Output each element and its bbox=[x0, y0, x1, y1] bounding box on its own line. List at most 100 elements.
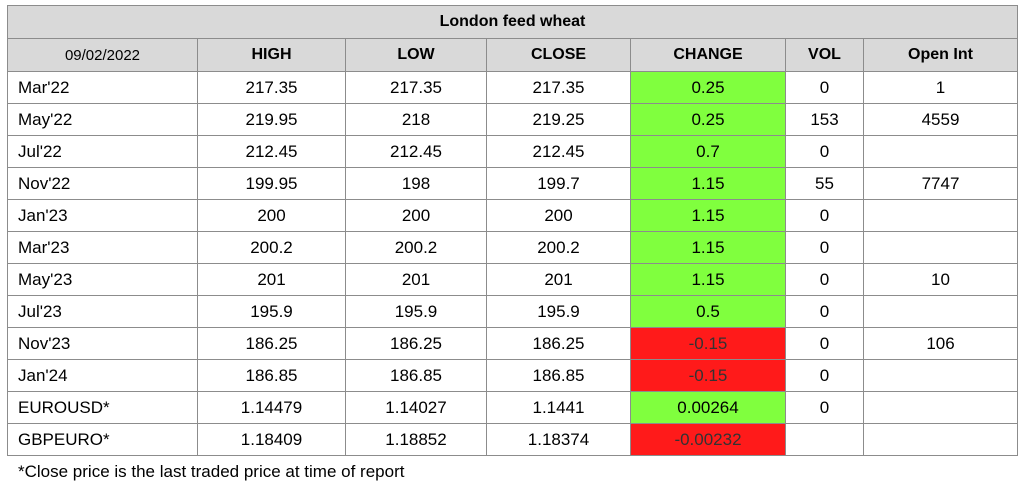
high-cell: 195.9 bbox=[197, 295, 346, 328]
vol-cell: 0 bbox=[785, 135, 864, 168]
high-cell: 1.18409 bbox=[197, 423, 346, 456]
footnote: *Close price is the last traded price at… bbox=[18, 462, 405, 481]
close-cell: 201 bbox=[486, 263, 631, 296]
header-low: LOW bbox=[345, 38, 487, 72]
open-int-cell: 4559 bbox=[863, 103, 1018, 136]
change-cell: -0.15 bbox=[630, 327, 786, 360]
open-int-cell bbox=[863, 295, 1018, 328]
header-row: 09/02/2022 HIGH LOW CLOSE CHANGE VOL Ope… bbox=[7, 38, 1018, 72]
open-int-cell bbox=[863, 199, 1018, 232]
high-cell: 200 bbox=[197, 199, 346, 232]
high-cell: 212.45 bbox=[197, 135, 346, 168]
close-cell: 200 bbox=[486, 199, 631, 232]
vol-cell: 0 bbox=[785, 231, 864, 264]
contract-cell: Nov'22 bbox=[7, 167, 198, 200]
change-cell: 1.15 bbox=[630, 167, 786, 200]
header-close: CLOSE bbox=[486, 38, 631, 72]
change-cell: 0.25 bbox=[630, 71, 786, 104]
vol-cell: 153 bbox=[785, 103, 864, 136]
contract-cell: GBPEURO* bbox=[7, 423, 198, 456]
report-date: 09/02/2022 bbox=[7, 38, 198, 72]
table-row: Jan'23 200 200 200 1.15 0 bbox=[7, 199, 1018, 232]
table-row: EUROUSD* 1.14479 1.14027 1.1441 0.00264 0 bbox=[7, 391, 1018, 424]
high-cell: 217.35 bbox=[197, 71, 346, 104]
high-cell: 219.95 bbox=[197, 103, 346, 136]
header-open-int: Open Int bbox=[863, 38, 1018, 72]
close-cell: 212.45 bbox=[486, 135, 631, 168]
vol-cell: 0 bbox=[785, 295, 864, 328]
open-int-cell bbox=[863, 423, 1018, 456]
low-cell: 212.45 bbox=[345, 135, 487, 168]
change-cell: -0.00232 bbox=[630, 423, 786, 456]
title-row: London feed wheat bbox=[7, 5, 1018, 39]
close-cell: 217.35 bbox=[486, 71, 631, 104]
table-row: May'23 201 201 201 1.15 0 10 bbox=[7, 263, 1018, 296]
open-int-cell: 1 bbox=[863, 71, 1018, 104]
change-cell: 0.25 bbox=[630, 103, 786, 136]
contract-cell: Jan'23 bbox=[7, 199, 198, 232]
contract-cell: EUROUSD* bbox=[7, 391, 198, 424]
table-row: Nov'22 199.95 198 199.7 1.15 55 7747 bbox=[7, 167, 1018, 200]
close-cell: 1.1441 bbox=[486, 391, 631, 424]
open-int-cell bbox=[863, 391, 1018, 424]
low-cell: 200.2 bbox=[345, 231, 487, 264]
vol-cell bbox=[785, 423, 864, 456]
contract-cell: Jan'24 bbox=[7, 359, 198, 392]
low-cell: 217.35 bbox=[345, 71, 487, 104]
vol-cell: 0 bbox=[785, 263, 864, 296]
open-int-cell: 7747 bbox=[863, 167, 1018, 200]
contract-cell: May'23 bbox=[7, 263, 198, 296]
table-row: Jul'22 212.45 212.45 212.45 0.7 0 bbox=[7, 135, 1018, 168]
open-int-cell: 10 bbox=[863, 263, 1018, 296]
low-cell: 1.14027 bbox=[345, 391, 487, 424]
close-cell: 186.85 bbox=[486, 359, 631, 392]
low-cell: 186.85 bbox=[345, 359, 487, 392]
close-cell: 199.7 bbox=[486, 167, 631, 200]
contract-cell: Nov'23 bbox=[7, 327, 198, 360]
table-row: Jan'24 186.85 186.85 186.85 -0.15 0 bbox=[7, 359, 1018, 392]
vol-cell: 0 bbox=[785, 71, 864, 104]
high-cell: 200.2 bbox=[197, 231, 346, 264]
low-cell: 201 bbox=[345, 263, 487, 296]
low-cell: 186.25 bbox=[345, 327, 487, 360]
low-cell: 198 bbox=[345, 167, 487, 200]
high-cell: 186.25 bbox=[197, 327, 346, 360]
header-vol: VOL bbox=[785, 38, 864, 72]
low-cell: 1.18852 bbox=[345, 423, 487, 456]
low-cell: 195.9 bbox=[345, 295, 487, 328]
close-cell: 1.18374 bbox=[486, 423, 631, 456]
change-cell: -0.15 bbox=[630, 359, 786, 392]
high-cell: 199.95 bbox=[197, 167, 346, 200]
table-row: Nov'23 186.25 186.25 186.25 -0.15 0 106 bbox=[7, 327, 1018, 360]
close-cell: 200.2 bbox=[486, 231, 631, 264]
close-cell: 219.25 bbox=[486, 103, 631, 136]
close-cell: 186.25 bbox=[486, 327, 631, 360]
contract-cell: Jul'23 bbox=[7, 295, 198, 328]
vol-cell: 55 bbox=[785, 167, 864, 200]
change-cell: 1.15 bbox=[630, 199, 786, 232]
low-cell: 218 bbox=[345, 103, 487, 136]
close-cell: 195.9 bbox=[486, 295, 631, 328]
header-high: HIGH bbox=[197, 38, 346, 72]
open-int-cell bbox=[863, 231, 1018, 264]
contract-cell: May'22 bbox=[7, 103, 198, 136]
table-title: London feed wheat bbox=[7, 5, 1018, 39]
vol-cell: 0 bbox=[785, 327, 864, 360]
vol-cell: 0 bbox=[785, 199, 864, 232]
contract-cell: Mar'22 bbox=[7, 71, 198, 104]
table-row: May'22 219.95 218 219.25 0.25 153 4559 bbox=[7, 103, 1018, 136]
high-cell: 186.85 bbox=[197, 359, 346, 392]
vol-cell: 0 bbox=[785, 359, 864, 392]
open-int-cell: 106 bbox=[863, 327, 1018, 360]
change-cell: 0.00264 bbox=[630, 391, 786, 424]
wheat-price-table-container: London feed wheat 09/02/2022 HIGH LOW CL… bbox=[7, 5, 1018, 456]
change-cell: 1.15 bbox=[630, 263, 786, 296]
header-change: CHANGE bbox=[630, 38, 786, 72]
high-cell: 1.14479 bbox=[197, 391, 346, 424]
change-cell: 1.15 bbox=[630, 231, 786, 264]
low-cell: 200 bbox=[345, 199, 487, 232]
table-row: Mar'23 200.2 200.2 200.2 1.15 0 bbox=[7, 231, 1018, 264]
table-row: GBPEURO* 1.18409 1.18852 1.18374 -0.00232 bbox=[7, 423, 1018, 456]
wheat-price-table: London feed wheat 09/02/2022 HIGH LOW CL… bbox=[7, 5, 1018, 456]
change-cell: 0.5 bbox=[630, 295, 786, 328]
